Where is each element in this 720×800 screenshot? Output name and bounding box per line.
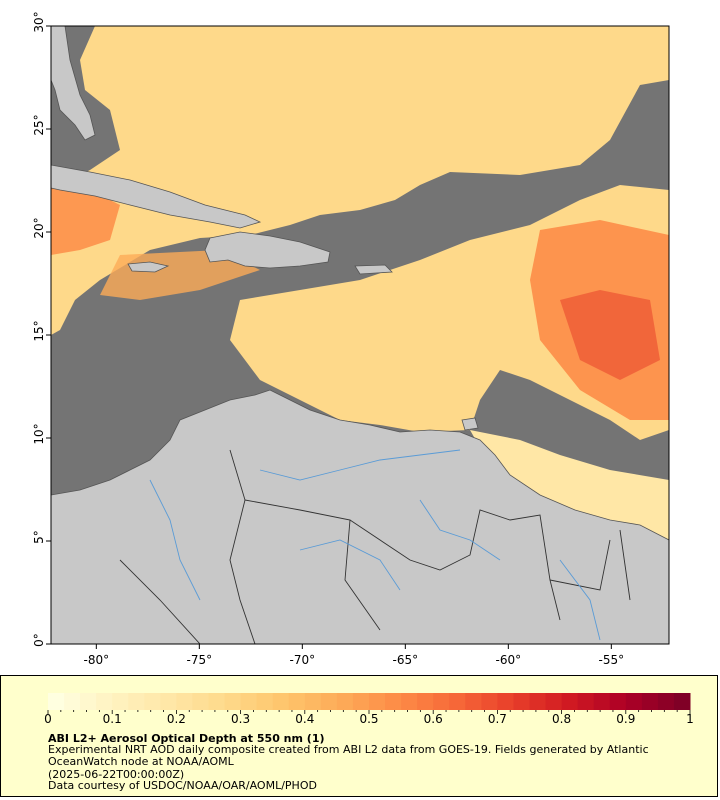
y-tick-label: 20° (32, 217, 46, 238)
colorbar-segment (593, 693, 611, 710)
colorbar-label: 0.2 (166, 712, 186, 726)
y-tick-label: 10° (32, 423, 46, 444)
legend-title: ABI L2+ Aerosol Optical Depth at 550 nm … (48, 732, 325, 745)
colorbar-segment (224, 693, 242, 710)
colorbar-segment (80, 693, 97, 710)
colorbar-segment (433, 693, 450, 710)
x-tick-label: -55° (599, 653, 625, 667)
colorbar-label: 0.5 (359, 712, 379, 726)
colorbar-segment (385, 693, 402, 710)
colorbar-segment (320, 693, 338, 710)
colorbar-segment (657, 693, 675, 710)
colorbar-segment (288, 693, 306, 710)
colorbar-segment (625, 693, 643, 710)
colorbar-segment (128, 693, 145, 710)
country-borders (119, 449, 631, 644)
land-cuba (51, 164, 262, 229)
colorbar-segment (96, 693, 113, 710)
aod-coverage-north (51, 26, 669, 335)
colorbar-segment (641, 693, 659, 710)
colorbar-segment (160, 693, 177, 710)
colorbar-segment (673, 693, 691, 710)
y-tick-label: 25° (32, 114, 46, 135)
colorbar-segment (481, 693, 498, 710)
x-tick-label: -70° (290, 653, 316, 667)
y-tick-label: 5° (32, 530, 46, 544)
x-tick-label: -80° (84, 653, 110, 667)
legend-date: (2025-06-22T00:00:00Z) (48, 768, 185, 781)
y-tick-label: 15° (32, 320, 46, 341)
colorbar-segment (208, 693, 226, 710)
colorbar-segment (529, 693, 547, 710)
legend-credit: Data courtesy of USDOC/NOAA/OAR/AOML/PHO… (48, 779, 317, 792)
aod-coastal-band (470, 430, 669, 545)
land-south-america (51, 389, 669, 644)
colorbar-segment (497, 693, 514, 710)
colorbar-label: 0 (44, 712, 52, 726)
colorbar-segment (577, 693, 595, 710)
colorbar-segment (609, 693, 627, 710)
colorbar-segment (64, 693, 81, 710)
axis-ticks: -80° -75° -70° -65° -60° -55° 0° 5° 10° 15° 20° 25°… (32, 11, 624, 667)
colorbar-segment (304, 693, 322, 710)
y-tick-label: 0° (32, 633, 46, 647)
colorbar-segment (513, 693, 530, 710)
land-florida (51, 26, 96, 141)
aod-map: -80° -75° -70° -65° -60° -55° 0° 5° 10° 15° 20° 25°… (32, 11, 670, 667)
land-puerto-rico (354, 264, 393, 275)
colorbar-segment (561, 693, 579, 710)
land-jamaica (127, 261, 170, 273)
colorbar-label: 1 (686, 712, 694, 726)
x-tick-label: -65° (393, 653, 419, 667)
colorbar (47, 693, 691, 714)
colorbar-segment (417, 693, 434, 710)
colorbar-label: 0.7 (487, 712, 507, 726)
legend-description: Experimental NRT AOD daily composite cre… (48, 743, 649, 768)
x-tick-label: -75° (187, 653, 213, 667)
colorbar-segment (352, 693, 370, 710)
colorbar-segment (112, 693, 129, 710)
colorbar-segment (176, 693, 193, 710)
colorbar-segment (465, 693, 482, 710)
colorbar-label: 0.8 (552, 712, 572, 726)
map-plot-area (51, 26, 669, 644)
colorbar-segment (449, 693, 466, 710)
colorbar-label: 0.3 (231, 712, 251, 726)
colorbar-label: 0.4 (295, 712, 315, 726)
colorbar-segment (401, 693, 418, 710)
colorbar-segment (240, 693, 258, 710)
colorbar-segment (336, 693, 354, 710)
colorbar-segment (545, 693, 563, 710)
aod-high-south-band (100, 250, 260, 300)
colorbar-segment (369, 693, 386, 710)
colorbar-segment (272, 693, 290, 710)
aod-high-west (51, 185, 120, 255)
legend-panel: 0 0.1 0.2 0.3 0.4 0.5 0.6 0.7 0.8 0.9 1 ABI L2+ Ae… (0, 675, 718, 797)
aod-very-high-east (560, 290, 660, 380)
colorbar-segment (48, 693, 65, 710)
rivers (149, 449, 601, 641)
colorbar-segment (192, 693, 209, 710)
y-tick-label: 30° (32, 11, 46, 32)
colorbar-segment (256, 693, 274, 710)
x-tick-label: -60° (496, 653, 522, 667)
colorbar-label: 0.9 (616, 712, 636, 726)
land-trinidad (461, 417, 479, 431)
colorbar-label: 0.1 (102, 712, 122, 726)
colorbar-label: 0.6 (423, 712, 443, 726)
land-hispaniola (204, 231, 331, 269)
colorbar-segment (144, 693, 161, 710)
